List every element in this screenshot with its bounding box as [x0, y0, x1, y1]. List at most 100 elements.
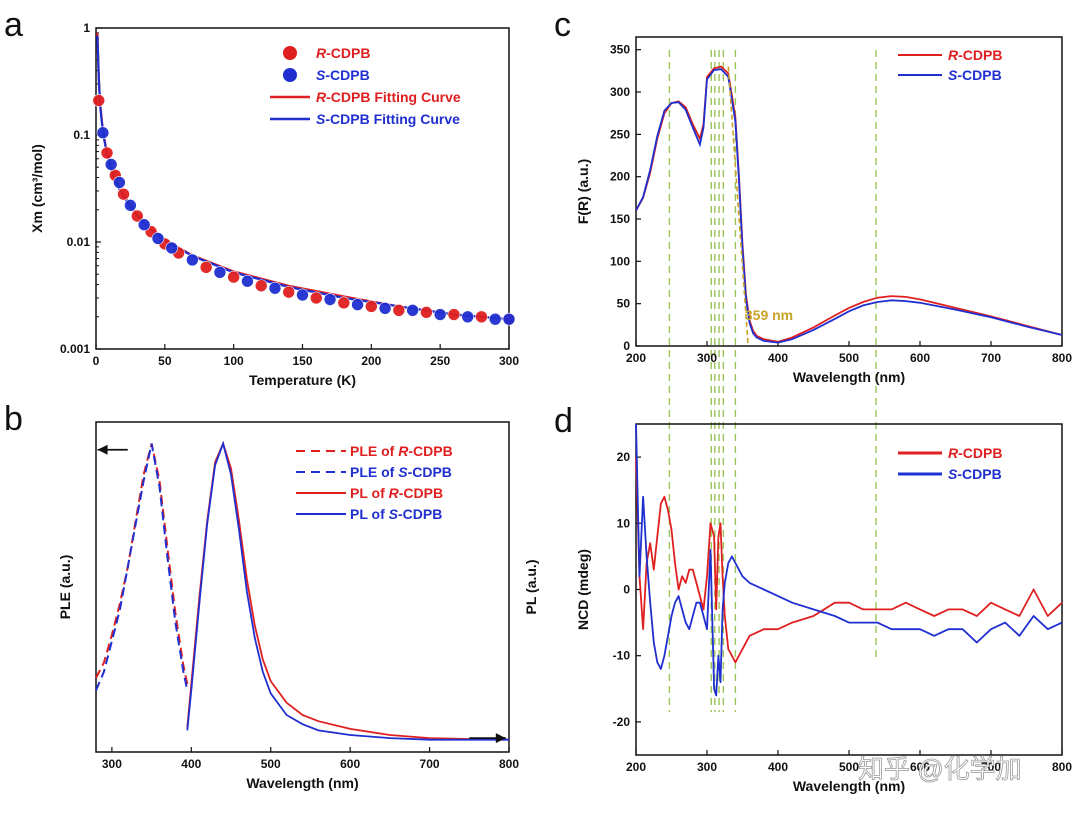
- curve-ple-of-r-cdpb: [95, 443, 189, 685]
- data-point-r-cdpb: [475, 310, 488, 324]
- data-point-s-cdpb: [137, 218, 151, 232]
- panel-a-xtick-label: 150: [292, 354, 312, 368]
- onset-annotation: 359 nm: [745, 307, 793, 323]
- panel-a-ytick-label: 0.001: [60, 342, 90, 356]
- data-point-s-cdpb: [186, 253, 199, 267]
- data-point-r-cdpb: [227, 270, 240, 284]
- curve-s-cdpb: [635, 423, 1063, 697]
- data-point-r-cdpb: [254, 279, 268, 293]
- panel-d-ytick-label: -20: [613, 715, 631, 729]
- panel-b-xtick-label: 500: [261, 757, 281, 771]
- panel-a-xtick-label: 250: [430, 354, 450, 368]
- fit-curve-s-cdpb-fitting-curve: [96, 35, 510, 321]
- panel-c-ytick-label: 200: [610, 170, 630, 184]
- panel-c-absorption: 200 300 400 500 600 700 800 0 50 100 150 200 250 300 3…: [575, 36, 1072, 385]
- panel-a-ytick-label: 0.01: [67, 235, 91, 249]
- panel-d-xtick-label: 800: [1052, 760, 1072, 774]
- panel-d-xtick-label: 700: [981, 760, 1001, 774]
- panel-d-xtick-label: 200: [626, 760, 646, 774]
- panel-b-xtick-label: 600: [340, 757, 360, 771]
- panel-b-ylabel: PLE (a.u.): [57, 555, 73, 620]
- panel-a-xtick-label: 100: [224, 354, 244, 368]
- panel-c-ytick-label: 300: [610, 85, 630, 99]
- panel-d-ytick-label: -10: [613, 649, 631, 663]
- legend-entry: S-CDPB: [316, 67, 370, 83]
- data-point-s-cdpb: [113, 176, 126, 189]
- panel-b-xtick-label: 400: [181, 757, 201, 771]
- curve-r-cdpb: [635, 65, 1063, 343]
- panel-c-xtick-label: 600: [910, 351, 930, 365]
- data-point-s-cdpb: [433, 308, 447, 321]
- panel-c-xtick-label: 700: [981, 351, 1001, 365]
- legend-entry: R-CDPB Fitting Curve: [316, 89, 461, 105]
- panel-c-ytick-label: 350: [610, 43, 630, 57]
- panel-c-ytick-label: 0: [623, 339, 630, 353]
- data-point-s-cdpb: [351, 298, 364, 311]
- panel-c-xtick-label: 800: [1052, 351, 1072, 365]
- data-point-r-cdpb: [117, 187, 130, 201]
- panel-b-xtick-label: 700: [420, 757, 440, 771]
- legend-entry: R-CDPB: [948, 445, 1002, 461]
- data-point-s-cdpb: [488, 312, 502, 326]
- panel-a-xtick-label: 200: [361, 354, 381, 368]
- panel-b-xlabel: Wavelength (nm): [246, 775, 358, 791]
- panel-a-xtick-label: 300: [499, 354, 519, 368]
- legend-entry: R-CDPB: [948, 47, 1002, 63]
- panel-a-ytick-label: 1: [83, 21, 90, 35]
- data-point-s-cdpb: [323, 293, 337, 306]
- arrow-left-head: [97, 444, 108, 455]
- panel-d-xtick-label: 500: [839, 760, 859, 774]
- panel-a-ylabel: Χm (cm³/mol): [29, 144, 45, 233]
- panel-c-ytick-label: 50: [617, 297, 631, 311]
- data-point-s-cdpb: [151, 232, 165, 245]
- panel-a-xtick-label: 50: [158, 354, 172, 368]
- panel-d-ytick-label: 20: [617, 450, 631, 464]
- panel-c-xtick-label: 300: [697, 351, 717, 365]
- legend-entry: S-CDPB Fitting Curve: [316, 111, 460, 127]
- panel-c-xlabel: Wavelength (nm): [793, 369, 905, 385]
- data-point-s-cdpb: [406, 303, 419, 317]
- legend-marker: [283, 68, 297, 82]
- panel-c-frame: [635, 36, 1063, 347]
- panel-b-xtick-label: 300: [102, 757, 122, 771]
- data-point-s-cdpb: [165, 241, 179, 255]
- data-point-s-cdpb: [296, 288, 309, 302]
- data-point-r-cdpb: [392, 303, 406, 317]
- panel-c-ytick-label: 250: [610, 127, 630, 141]
- data-point-s-cdpb: [378, 302, 392, 315]
- panel-c-ytick-label: 150: [610, 212, 630, 226]
- panel-c-xtick-label: 500: [839, 351, 859, 365]
- data-point-r-cdpb: [92, 94, 106, 107]
- data-point-s-cdpb: [241, 274, 254, 288]
- data-point-s-cdpb: [104, 158, 118, 171]
- panel-letter-b: b: [4, 400, 23, 438]
- data-point-r-cdpb: [337, 296, 351, 310]
- panel-b-photoluminescence: 300 400 500 600 700 800 Wavelength (nm) PLE (a.…: [57, 421, 539, 791]
- legend-marker: [283, 46, 297, 60]
- curve-s-cdpb: [635, 68, 1063, 344]
- guide-lines: [668, 50, 877, 712]
- data-point-s-cdpb: [502, 312, 516, 326]
- arrow-right-head: [495, 733, 506, 744]
- data-point-r-cdpb: [282, 285, 296, 299]
- data-point-s-cdpb: [96, 126, 110, 140]
- panel-letter-d: d: [554, 402, 573, 440]
- panel-d-xtick-label: 600: [910, 760, 930, 774]
- legend-entry: R-CDPB: [316, 45, 370, 61]
- panel-d-xtick-label: 300: [697, 760, 717, 774]
- curve-pl-of-s-cdpb: [186, 440, 509, 741]
- panel-a-xtick-label: 0: [93, 354, 100, 368]
- panel-b-frame: [95, 421, 510, 753]
- panel-letter-a: a: [4, 6, 23, 44]
- onset-tangent-line: [727, 66, 749, 347]
- panel-a-xlabel: Temperature (K): [249, 372, 356, 388]
- panel-b-xtick-label: 800: [499, 757, 519, 771]
- curve-ple-of-s-cdpb: [95, 443, 189, 691]
- data-point-s-cdpb: [268, 281, 282, 295]
- fit-curve-r-cdpb-fitting-curve: [96, 32, 510, 321]
- legend-entry: S-CDPB: [948, 466, 1002, 482]
- panel-c-xtick-label: 400: [768, 351, 788, 365]
- panel-a-magnetic-susceptibility: 0 50 100 150 200 250 300 0.001 0.01 0.1 1 Temperatu…: [29, 21, 519, 388]
- data-point-r-cdpb: [100, 146, 114, 160]
- panel-d-ytick-label: 0: [623, 583, 630, 597]
